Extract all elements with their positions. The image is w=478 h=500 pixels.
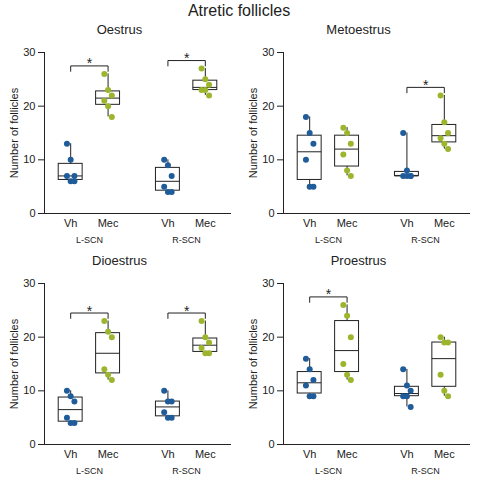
svg-text:Number of follicles: Number of follicles — [247, 87, 259, 178]
svg-text:0: 0 — [29, 438, 35, 450]
svg-text:*: * — [423, 77, 429, 93]
html-text:Atretic follicles: Atretic follicles — [187, 2, 291, 19]
svg-text:Vh: Vh — [400, 448, 413, 460]
svg-text:10: 10 — [23, 384, 35, 396]
html-text:Dioestrus: Dioestrus — [92, 253, 147, 268]
svg-text:30: 30 — [23, 46, 35, 58]
svg-text:20: 20 — [23, 331, 35, 343]
svg-text:Mec: Mec — [434, 448, 455, 460]
svg-text:Vh: Vh — [64, 448, 77, 460]
svg-text:20: 20 — [262, 100, 274, 112]
svg-text:Number of follicles: Number of follicles — [8, 87, 20, 178]
svg-text:30: 30 — [262, 277, 274, 289]
svg-text:*: * — [87, 55, 93, 71]
svg-text:Vh: Vh — [303, 448, 316, 460]
html-text:Metoestrus: Metoestrus — [326, 22, 391, 37]
svg-text:Mec: Mec — [337, 448, 358, 460]
svg-text:0: 0 — [268, 207, 274, 219]
svg-text:*: * — [87, 302, 93, 318]
svg-text:Vh: Vh — [161, 217, 174, 229]
html-text:Oestrus: Oestrus — [96, 22, 143, 37]
svg-text:R-SCN: R-SCN — [172, 235, 201, 245]
svg-text:30: 30 — [262, 46, 274, 58]
svg-text:0: 0 — [29, 207, 35, 219]
svg-text:L-SCN: L-SCN — [315, 466, 342, 476]
svg-text:Vh: Vh — [303, 217, 316, 229]
svg-text:*: * — [184, 302, 190, 318]
svg-text:*: * — [184, 50, 190, 66]
svg-text:10: 10 — [262, 153, 274, 165]
svg-text:Mec: Mec — [98, 448, 119, 460]
svg-text:0: 0 — [268, 438, 274, 450]
svg-text:Mec: Mec — [195, 448, 216, 460]
svg-text:L-SCN: L-SCN — [76, 235, 103, 245]
svg-text:Mec: Mec — [434, 217, 455, 229]
svg-text:Mec: Mec — [337, 217, 358, 229]
svg-text:Mec: Mec — [195, 217, 216, 229]
svg-text:*: * — [326, 286, 332, 302]
svg-text:R-SCN: R-SCN — [411, 466, 440, 476]
html-text:Proestrus: Proestrus — [330, 253, 387, 268]
svg-text:20: 20 — [23, 100, 35, 112]
svg-text:Number of follicles: Number of follicles — [247, 318, 259, 409]
svg-text:30: 30 — [23, 277, 35, 289]
svg-text:Number of follicles: Number of follicles — [8, 318, 20, 409]
svg-text:Vh: Vh — [161, 448, 174, 460]
svg-text:10: 10 — [23, 153, 35, 165]
svg-text:10: 10 — [262, 384, 274, 396]
svg-text:20: 20 — [262, 331, 274, 343]
svg-text:R-SCN: R-SCN — [411, 235, 440, 245]
svg-text:R-SCN: R-SCN — [172, 466, 201, 476]
svg-text:Vh: Vh — [400, 217, 413, 229]
svg-text:L-SCN: L-SCN — [315, 235, 342, 245]
svg-text:Mec: Mec — [98, 217, 119, 229]
svg-text:Vh: Vh — [64, 217, 77, 229]
svg-text:L-SCN: L-SCN — [76, 466, 103, 476]
